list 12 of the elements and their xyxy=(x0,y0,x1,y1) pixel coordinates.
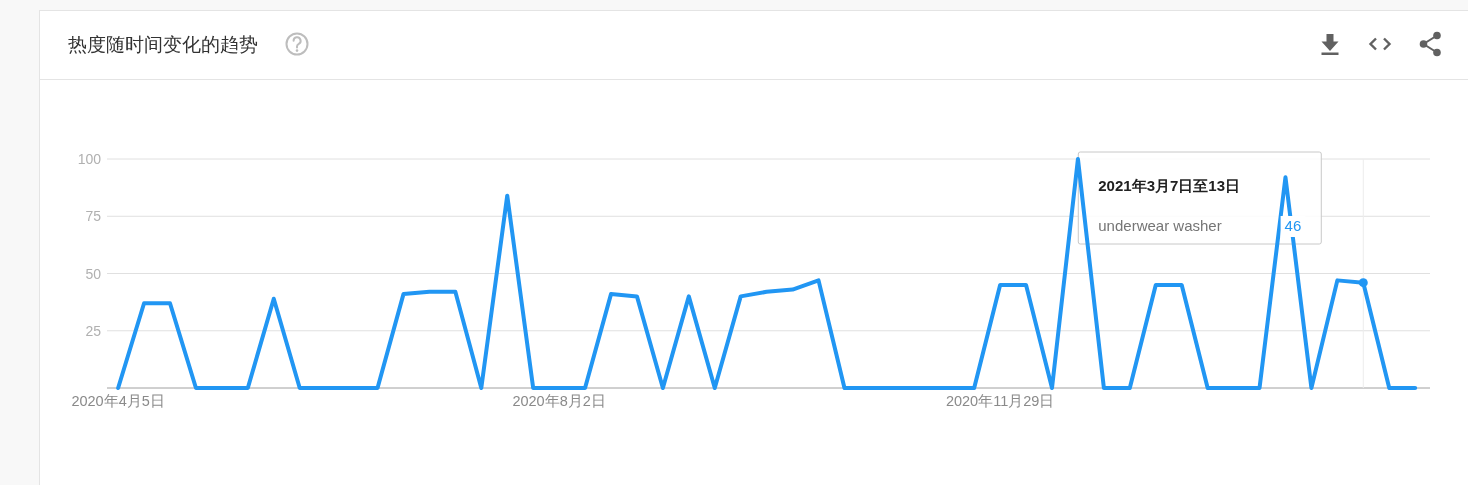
annotation: 2021年3月7日至13日 xyxy=(1098,177,1241,194)
x-tick-label: 2020年11月29日 xyxy=(945,393,1055,409)
y-tick-label: 25 xyxy=(85,322,102,339)
y-tick-label: 100 xyxy=(77,151,102,167)
y-tick-label: 75 xyxy=(85,208,102,225)
chart-title: 热度随时间变化的趋势 xyxy=(68,34,258,55)
line-series xyxy=(116,157,1418,390)
y-tick-label: 50 xyxy=(85,265,102,282)
annotation: 46 xyxy=(1284,217,1302,234)
series-label: underwear washer xyxy=(1098,217,1222,234)
x-tick-label: 2020年8月2日 xyxy=(512,393,606,409)
x-tick-label: 2020年4月5日 xyxy=(71,393,165,409)
